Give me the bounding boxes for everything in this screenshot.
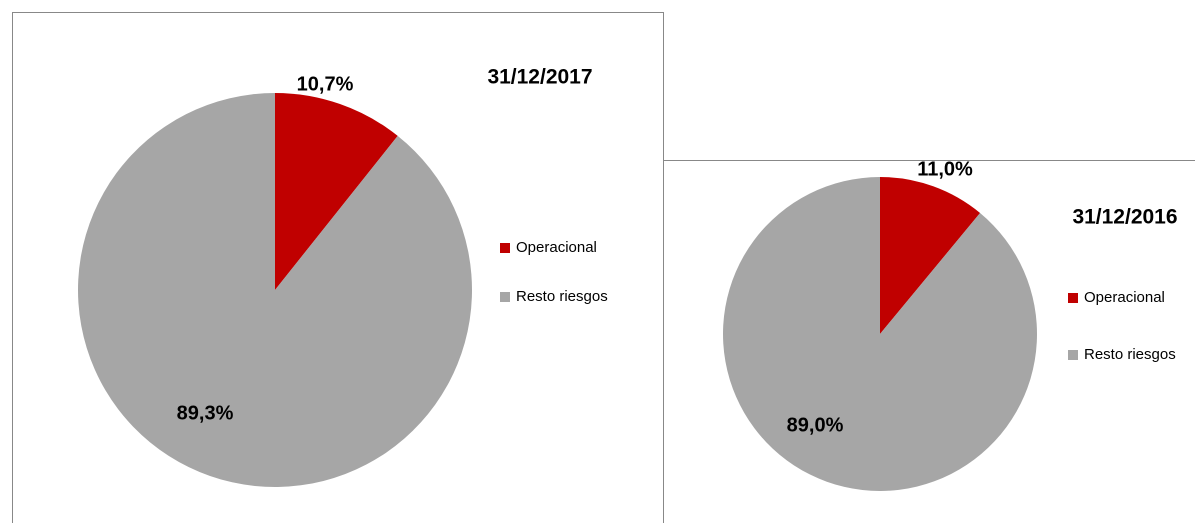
chart-title: 31/12/2016 [1072,206,1177,229]
pie-slice [880,177,981,334]
pie-slice [722,177,1037,492]
legend-label: Resto riesgos [1084,346,1176,363]
legend-swatch [1068,293,1078,303]
data-label: 89,0% [787,414,844,436]
data-label: 89,3% [177,402,234,424]
data-label: 10,7% [297,73,354,95]
legend-label: Operacional [516,239,597,256]
chart-title: 31/12/2017 [487,66,592,89]
legend-label: Resto riesgos [516,288,608,305]
legend-label: Operacional [1084,289,1165,306]
pie-slice [77,93,473,487]
pie-slice [275,93,398,290]
legend-swatch [500,243,510,253]
legend-swatch [1068,350,1078,360]
data-label: 11,0% [917,158,973,180]
legend-swatch [500,292,510,302]
